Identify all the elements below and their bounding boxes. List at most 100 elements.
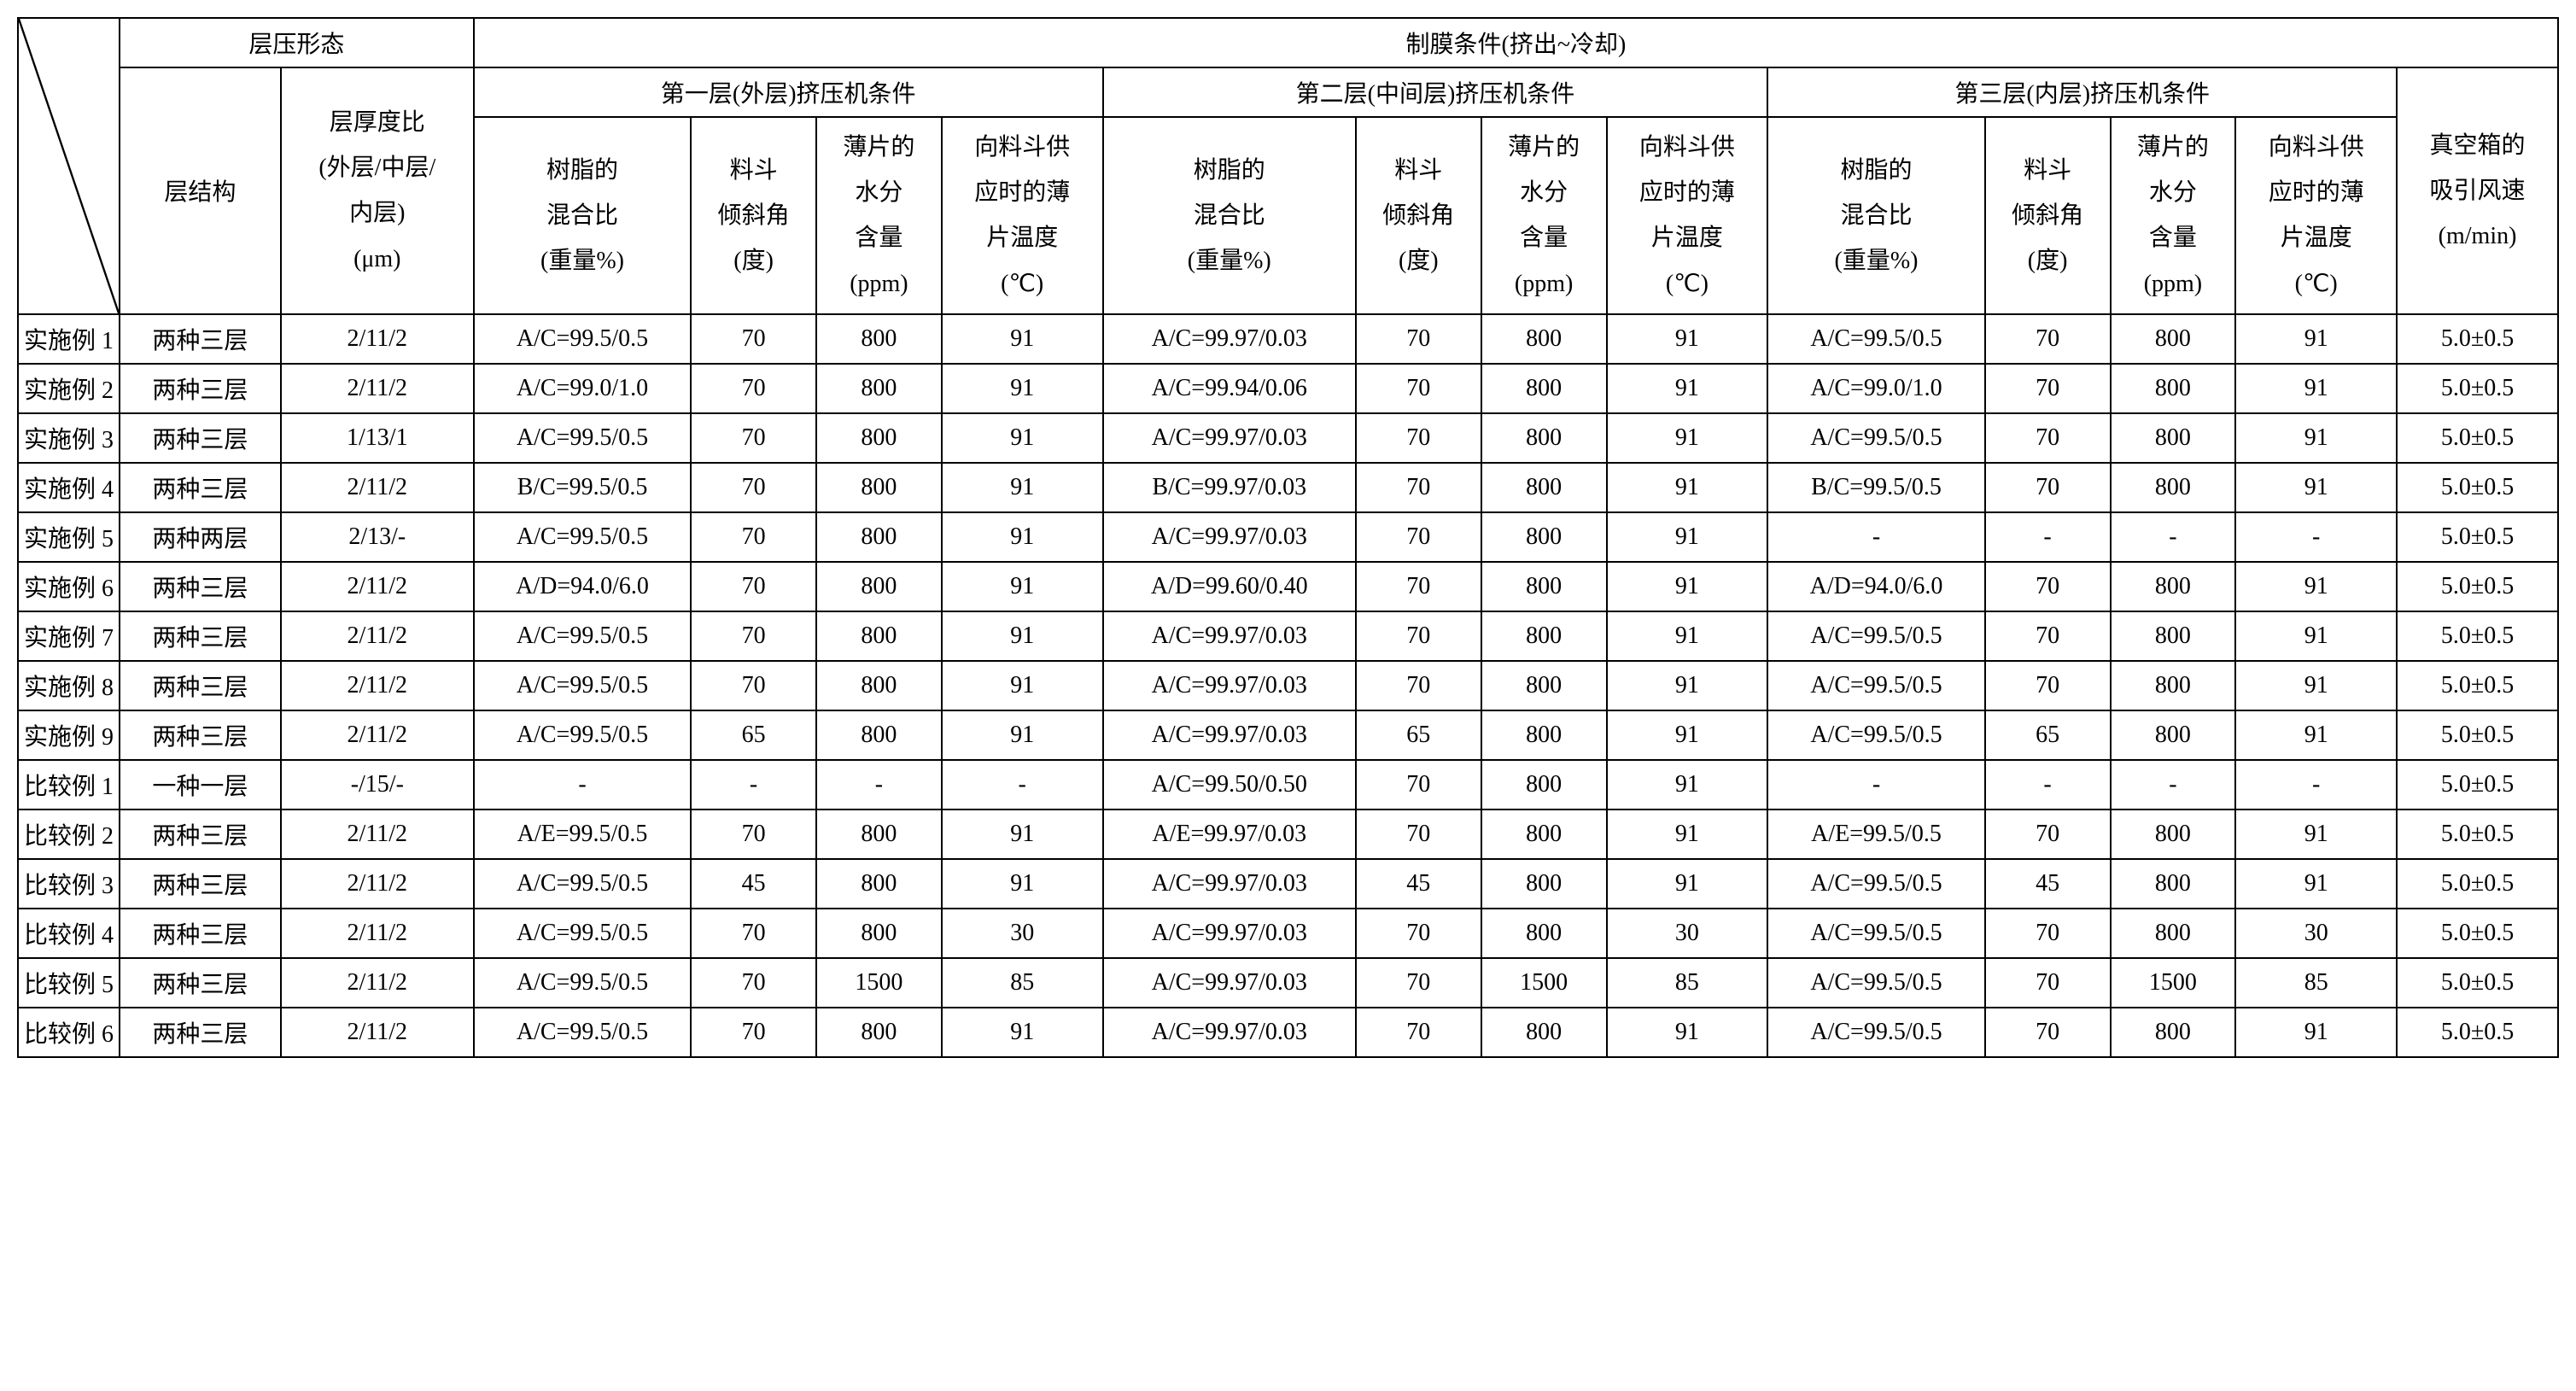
cell-l3_mix: - [1767,512,1984,562]
cell-l3_t: 91 [2235,1008,2397,1057]
cell-l1_mix: A/C=99.5/0.5 [474,512,691,562]
cell-l2_t: 91 [1607,710,1768,760]
cell-l2_m: 800 [1481,710,1607,760]
cell-l2_mix: A/C=99.97/0.03 [1103,611,1356,661]
cell-l3_mix: A/C=99.5/0.5 [1767,710,1984,760]
cell-l3_t: - [2235,760,2397,809]
cell-l3_mix: A/C=99.5/0.5 [1767,909,1984,958]
header-l1-temp: 向料斗供 应时的薄 片温度 (℃) [942,117,1103,314]
cell-l1_mix: A/C=99.5/0.5 [474,710,691,760]
cell-l1_ang: 70 [691,661,816,710]
header-vac-l1: 吸引风速 [2430,178,2526,204]
cell-l2_m: 800 [1481,413,1607,463]
l3-t-3: (℃) [2295,271,2338,297]
cell-l3_mix: - [1767,760,1984,809]
cell-l3_ang: 70 [1985,909,2111,958]
cell-struct: 两种三层 [120,859,281,909]
header-vac-l0: 真空箱的 [2430,132,2526,159]
cell-l1_ang: 70 [691,809,816,859]
l1-m-3: (ppm) [850,271,908,297]
cell-l1_t: 91 [942,562,1103,611]
l1-ang-2: (度) [733,248,774,274]
header-vacuum-box: 真空箱的 吸引风速 (m/min) [2397,67,2558,314]
row-label: 实施例 5 [18,512,120,562]
cell-ratio: 2/13/- [281,512,474,562]
l2-resin-1: 混合比 [1194,202,1265,229]
cell-l2_m: 800 [1481,909,1607,958]
l3-t-1: 应时的薄 [2269,179,2364,206]
l2-resin-0: 树脂的 [1194,157,1265,184]
cell-ratio: 2/11/2 [281,611,474,661]
row-label: 实施例 3 [18,413,120,463]
cell-l2_mix: A/C=99.97/0.03 [1103,413,1356,463]
cell-l3_m: 800 [2111,364,2236,413]
l3-t-2: 片温度 [2281,225,2352,251]
l2-t-2: 片温度 [1651,225,1723,251]
cell-l1_t: 91 [942,512,1103,562]
cell-l1_ang: 70 [691,413,816,463]
row-label: 实施例 2 [18,364,120,413]
cell-struct: 两种三层 [120,364,281,413]
header-l2-angle: 料斗 倾斜角 (度) [1356,117,1481,314]
l3-t-0: 向料斗供 [2269,134,2364,161]
diagonal-line-icon [19,19,119,313]
row-label: 比较例 5 [18,958,120,1008]
cell-l2_t: 91 [1607,661,1768,710]
cell-l1_ang: 65 [691,710,816,760]
l1-t-0: 向料斗供 [974,134,1070,161]
table-row: 实施例 7两种三层2/11/2A/C=99.5/0.57080091A/C=99… [18,611,2558,661]
header-lamination-form: 层压形态 [120,18,474,67]
cell-l1_mix: A/C=99.5/0.5 [474,1008,691,1057]
cell-l3_t: 91 [2235,809,2397,859]
cell-vac: 5.0±0.5 [2397,364,2558,413]
cell-l2_ang: 70 [1356,463,1481,512]
cell-l2_t: 91 [1607,562,1768,611]
table-row: 实施例 4两种三层2/11/2B/C=99.5/0.57080091B/C=99… [18,463,2558,512]
cell-l1_t: 91 [942,364,1103,413]
l1-resin-1: 混合比 [546,202,618,229]
header-l1-angle: 料斗 倾斜角 (度) [691,117,816,314]
cell-l2_t: 91 [1607,760,1768,809]
cell-l1_m: 800 [816,611,942,661]
cell-l3_ang: 70 [1985,958,2111,1008]
data-table: 层压形态 制膜条件(挤出~冷却) 层结构 层厚度比 (外层/中层/ 内层) (μ… [17,17,2559,1058]
cell-l2_m: 800 [1481,364,1607,413]
cell-l2_m: 800 [1481,562,1607,611]
cell-struct: 两种三层 [120,809,281,859]
cell-l2_m: 1500 [1481,958,1607,1008]
cell-l1_t: - [942,760,1103,809]
cell-l3_ang: 70 [1985,314,2111,364]
cell-l3_ang: 70 [1985,413,2111,463]
cell-l1_ang: 70 [691,364,816,413]
cell-l3_t: 91 [2235,661,2397,710]
cell-l1_ang: 70 [691,611,816,661]
row-label: 实施例 9 [18,710,120,760]
cell-l3_t: 91 [2235,710,2397,760]
l2-ang-0: 料斗 [1394,157,1442,184]
cell-ratio: 2/11/2 [281,463,474,512]
cell-l3_t: 91 [2235,463,2397,512]
cell-l1_m: 800 [816,512,942,562]
cell-ratio: 2/11/2 [281,859,474,909]
cell-l1_mix: A/C=99.5/0.5 [474,958,691,1008]
cell-struct: 一种一层 [120,760,281,809]
header-l3-moisture: 薄片的 水分 含量 (ppm) [2111,117,2236,314]
table-row: 比较例 2两种三层2/11/2A/E=99.5/0.57080091A/E=99… [18,809,2558,859]
cell-l2_mix: A/E=99.97/0.03 [1103,809,1356,859]
cell-l3_ang: 70 [1985,661,2111,710]
cell-l2_ang: 70 [1356,413,1481,463]
cell-l1_mix: A/D=94.0/6.0 [474,562,691,611]
header-film-conditions: 制膜条件(挤出~冷却) [474,18,2558,67]
cell-l3_m: 1500 [2111,958,2236,1008]
table-row: 实施例 1两种三层2/11/2A/C=99.5/0.57080091A/C=99… [18,314,2558,364]
cell-struct: 两种两层 [120,512,281,562]
header-layer3-title: 第三层(内层)挤压机条件 [1767,67,2397,117]
cell-l3_m: 800 [2111,562,2236,611]
cell-l2_m: 800 [1481,661,1607,710]
cell-vac: 5.0±0.5 [2397,859,2558,909]
cell-l2_ang: 70 [1356,760,1481,809]
cell-l2_ang: 70 [1356,562,1481,611]
cell-l2_ang: 70 [1356,809,1481,859]
cell-struct: 两种三层 [120,562,281,611]
cell-l3_mix: A/E=99.5/0.5 [1767,809,1984,859]
